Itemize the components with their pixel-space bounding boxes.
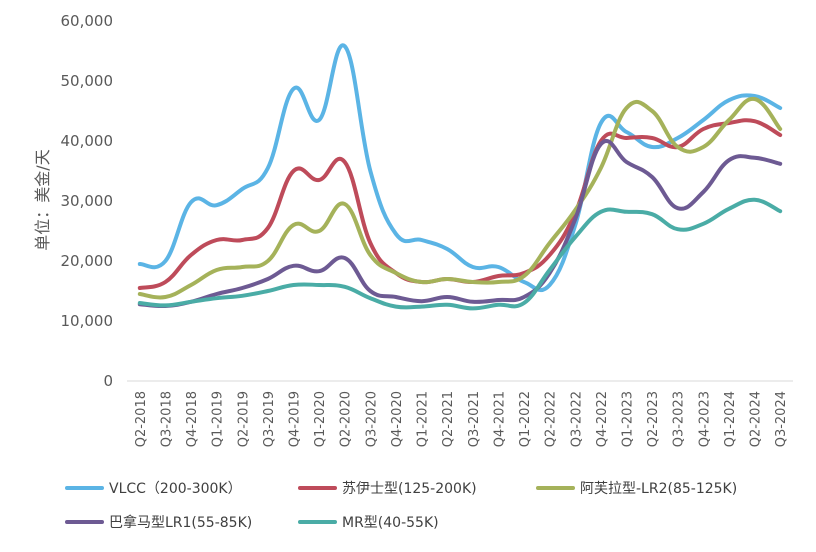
x-tick-label: Q3-2019 xyxy=(262,391,277,447)
y-tick-label: 50,000 xyxy=(61,72,114,90)
x-tick-label: Q3-2023 xyxy=(672,391,687,447)
y-axis-ticks: 0 10,000 20,000 30,000 40,000 50,000 60,000 xyxy=(61,12,114,390)
x-tick-label: Q1-2020 xyxy=(313,391,328,447)
series-line-3 xyxy=(137,139,783,309)
x-tick-label: Q2-2018 xyxy=(134,391,149,447)
x-tick-label: Q1-2021 xyxy=(416,391,431,447)
x-tick-label: Q2-2019 xyxy=(236,391,251,447)
y-tick-label: 20,000 xyxy=(61,252,114,270)
x-tick-label: Q2-2020 xyxy=(339,391,354,447)
series-line-2 xyxy=(137,96,783,300)
x-tick-label: Q1-2023 xyxy=(621,391,636,447)
x-tick-label: Q2-2021 xyxy=(441,391,456,447)
legend-label: VLCC（200-300K） xyxy=(109,481,242,497)
x-tick-label: Q1-2019 xyxy=(211,391,226,447)
x-tick-label: Q1-2024 xyxy=(723,391,738,447)
legend-label: 苏伊士型(125-200K) xyxy=(342,481,477,497)
x-tick-label: Q4-2019 xyxy=(288,391,303,447)
y-tick-label: 40,000 xyxy=(61,132,114,150)
legend-label: 巴拿马型LR1(55-85K) xyxy=(109,514,252,531)
y-tick-label: 0 xyxy=(103,372,113,390)
x-tick-label: Q3-2024 xyxy=(774,391,789,447)
x-tick-label: Q4-2018 xyxy=(185,391,200,447)
y-axis-label: 单位：美金/天 xyxy=(33,149,52,250)
series-line-0 xyxy=(137,43,783,293)
series-line-1 xyxy=(137,118,783,290)
y-tick-label: 30,000 xyxy=(61,192,114,210)
legend-label: 阿芙拉型-LR2(85-125K) xyxy=(580,480,737,497)
series-line-4 xyxy=(137,197,783,311)
legend: VLCC（200-300K） 苏伊士型(125-200K) 阿芙拉型-LR2(85-… xyxy=(65,480,737,531)
x-tick-label: Q4-2023 xyxy=(697,391,712,447)
x-tick-label: Q1-2022 xyxy=(518,391,533,447)
x-tick-label: Q4-2022 xyxy=(595,391,610,447)
x-tick-label: Q2-2023 xyxy=(646,391,661,447)
x-tick-label: Q2-2022 xyxy=(544,391,559,447)
y-axis-label-group: 单位：美金/天 xyxy=(33,149,52,250)
series-lines xyxy=(137,43,783,311)
x-tick-label: Q3-2018 xyxy=(159,391,174,447)
y-tick-label: 10,000 xyxy=(61,312,114,330)
x-axis-ticks: Q2-2018 Q3-2018 Q4-2018 Q1-2019 Q2-2019 Q3-20… xyxy=(134,391,789,447)
y-tick-label: 60,000 xyxy=(61,12,114,30)
x-tick-label: Q3-2022 xyxy=(569,391,584,447)
x-tick-label: Q4-2021 xyxy=(492,391,507,447)
x-tick-label: Q2-2024 xyxy=(749,391,764,447)
x-tick-label: Q4-2020 xyxy=(390,391,405,447)
x-tick-label: Q3-2020 xyxy=(364,391,379,447)
legend-label: MR型(40-55K) xyxy=(342,515,439,531)
x-tick-label: Q3-2021 xyxy=(467,391,482,447)
